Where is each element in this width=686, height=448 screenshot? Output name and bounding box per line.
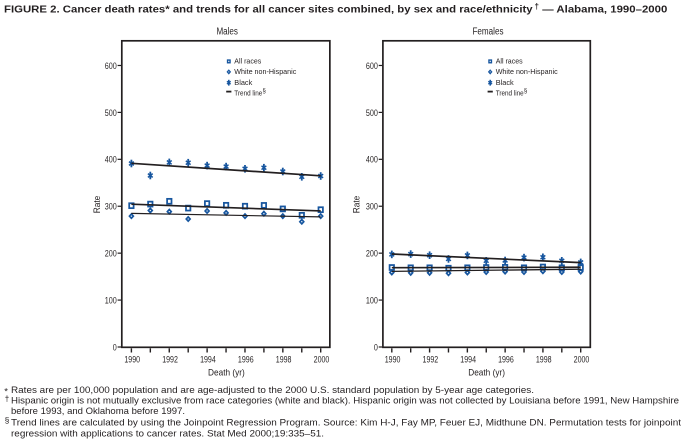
- svg-text:1998: 1998: [536, 355, 552, 365]
- svg-text:Females: Females: [473, 27, 504, 38]
- svg-text:100: 100: [105, 295, 117, 306]
- svg-text:500: 500: [105, 108, 117, 119]
- svg-text:600: 600: [105, 61, 117, 72]
- svg-text:2000: 2000: [574, 355, 590, 365]
- svg-text:1994: 1994: [200, 355, 216, 365]
- svg-text:§: §: [263, 88, 266, 94]
- svg-text:1992: 1992: [423, 355, 439, 365]
- svg-text:regression with applications t: regression with applications to cancer r…: [11, 428, 324, 439]
- svg-text:400: 400: [366, 155, 378, 166]
- svg-text:Trend line: Trend line: [496, 88, 524, 97]
- svg-text:100: 100: [366, 295, 378, 306]
- svg-text:300: 300: [366, 202, 378, 213]
- svg-text:Rate: Rate: [352, 196, 363, 214]
- svg-text:1994: 1994: [460, 355, 476, 365]
- svg-text:Rates are per 100,000 populati: Rates are per 100,000 population and are…: [11, 385, 534, 396]
- svg-text:2000: 2000: [314, 355, 330, 365]
- svg-text:Males: Males: [216, 27, 238, 38]
- svg-text:†: †: [535, 2, 539, 11]
- svg-text:0: 0: [113, 342, 117, 353]
- svg-text:Death (yr): Death (yr): [208, 368, 245, 379]
- svg-text:White non-Hispanic: White non-Hispanic: [496, 67, 558, 76]
- svg-text:Hispanic origin is not mutuall: Hispanic origin is not mutually exclusiv…: [11, 396, 679, 407]
- svg-text:1990: 1990: [385, 355, 401, 365]
- svg-text:§: §: [5, 415, 10, 425]
- svg-text:200: 200: [366, 249, 378, 260]
- svg-text:1996: 1996: [498, 355, 514, 365]
- svg-text:500: 500: [366, 108, 378, 119]
- svg-text:before 1993, and Oklahoma befo: before 1993, and Oklahoma before 1997.: [11, 406, 185, 417]
- svg-text:Death (yr): Death (yr): [468, 368, 505, 379]
- svg-text:Black: Black: [496, 78, 514, 87]
- svg-text:Rate: Rate: [92, 196, 103, 214]
- svg-text:1998: 1998: [276, 355, 292, 365]
- svg-text:All races: All races: [234, 56, 261, 65]
- svg-text:White non-Hispanic: White non-Hispanic: [234, 67, 296, 76]
- svg-text:0: 0: [374, 342, 378, 353]
- svg-text:1990: 1990: [124, 355, 140, 365]
- svg-text:400: 400: [105, 155, 117, 166]
- svg-text:— Alabama, 1990–2000: — Alabama, 1990–2000: [542, 4, 667, 15]
- svg-text:*: *: [4, 386, 8, 397]
- svg-text:1996: 1996: [238, 355, 254, 365]
- svg-text:Trend line: Trend line: [234, 88, 262, 97]
- svg-text:Black: Black: [234, 78, 252, 87]
- svg-text:1992: 1992: [162, 355, 178, 365]
- svg-text:§: §: [524, 88, 527, 94]
- svg-text:†: †: [5, 394, 10, 404]
- svg-text:300: 300: [105, 202, 117, 213]
- svg-text:FIGURE 2. Cancer death rates*: FIGURE 2. Cancer death rates* and trends…: [4, 4, 533, 15]
- svg-text:Trend lines are calculated by: Trend lines are calculated by using the …: [11, 418, 681, 429]
- svg-text:200: 200: [105, 249, 117, 260]
- svg-text:600: 600: [366, 61, 378, 72]
- svg-text:All races: All races: [496, 56, 523, 65]
